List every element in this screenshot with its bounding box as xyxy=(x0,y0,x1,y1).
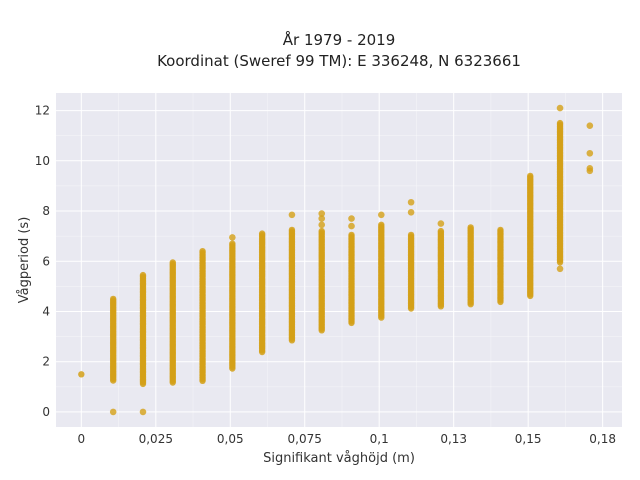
data-point xyxy=(288,337,296,344)
data-point xyxy=(139,380,147,388)
data-point xyxy=(586,149,594,157)
point-column xyxy=(497,226,504,306)
grid-lines xyxy=(56,93,622,427)
data-point xyxy=(556,259,564,266)
x-tick-label: 0,075 xyxy=(288,432,322,446)
data-point xyxy=(229,234,236,241)
y-tick-labels: 0 2 4 6 8 10 12 xyxy=(35,104,50,419)
data-point xyxy=(556,104,564,112)
data-point xyxy=(527,292,534,300)
data-point xyxy=(437,303,445,310)
point-column xyxy=(199,248,206,384)
data-point xyxy=(318,210,326,217)
data-point xyxy=(378,211,385,219)
data-point xyxy=(229,365,236,372)
data-point xyxy=(258,348,266,356)
data-point xyxy=(109,377,117,384)
data-point xyxy=(318,221,326,229)
data-point xyxy=(497,298,504,306)
point-column xyxy=(109,295,117,384)
x-tick-label: 0,025 xyxy=(139,432,173,446)
point-column xyxy=(169,259,176,386)
x-tick-label: 0,13 xyxy=(440,432,467,446)
data-points xyxy=(78,104,594,416)
point-column xyxy=(78,371,85,378)
x-tick-label: 0,1 xyxy=(370,432,389,446)
data-point xyxy=(348,319,355,327)
y-tick-label: 2 xyxy=(42,355,50,369)
x-tick-label: 0,15 xyxy=(515,432,542,446)
point-column xyxy=(258,230,266,356)
point-column xyxy=(527,172,534,300)
data-point xyxy=(109,408,117,416)
data-point xyxy=(378,314,385,321)
data-point xyxy=(348,215,355,222)
data-point xyxy=(437,220,445,227)
data-point xyxy=(78,371,85,378)
point-column xyxy=(407,231,415,312)
point-column xyxy=(139,271,147,388)
data-point xyxy=(586,122,594,129)
y-tick-label: 10 xyxy=(35,154,50,168)
y-tick-label: 6 xyxy=(42,254,50,268)
point-column xyxy=(229,240,236,372)
point-column xyxy=(467,224,474,308)
point-column xyxy=(348,231,355,327)
data-point xyxy=(586,165,594,172)
point-column xyxy=(378,221,385,321)
data-point xyxy=(139,408,147,416)
y-tick-label: 8 xyxy=(42,204,50,218)
data-point xyxy=(407,198,415,206)
data-point xyxy=(318,215,326,222)
y-axis-label: Vågperiod (s) xyxy=(17,217,32,304)
y-tick-label: 4 xyxy=(42,304,50,318)
x-tick-label: 0,05 xyxy=(217,432,244,446)
data-point xyxy=(348,222,355,230)
x-tick-label: 0 xyxy=(78,432,86,446)
data-point xyxy=(288,211,296,219)
point-column xyxy=(437,227,445,310)
data-point xyxy=(199,377,206,384)
y-tick-label: 12 xyxy=(35,104,50,118)
point-column xyxy=(556,119,564,266)
x-axis-label: Signifikant våghöjd (m) xyxy=(263,451,415,466)
chart-subtitle: Koordinat (Sweref 99 TM): E 336248, N 63… xyxy=(157,52,521,70)
point-column xyxy=(318,227,325,334)
data-point xyxy=(318,327,325,334)
y-tick-label: 0 xyxy=(42,405,50,419)
x-tick-label: 0,18 xyxy=(589,432,616,446)
data-point xyxy=(556,265,564,273)
chart-title: År 1979 - 2019 xyxy=(283,30,396,49)
data-point xyxy=(467,301,474,308)
data-point xyxy=(169,379,176,386)
data-point xyxy=(407,208,415,216)
x-tick-labels: 0 0,025 0,05 0,075 0,1 0,13 0,15 0,18 xyxy=(78,432,616,446)
point-column xyxy=(288,226,296,344)
data-point xyxy=(407,305,415,312)
